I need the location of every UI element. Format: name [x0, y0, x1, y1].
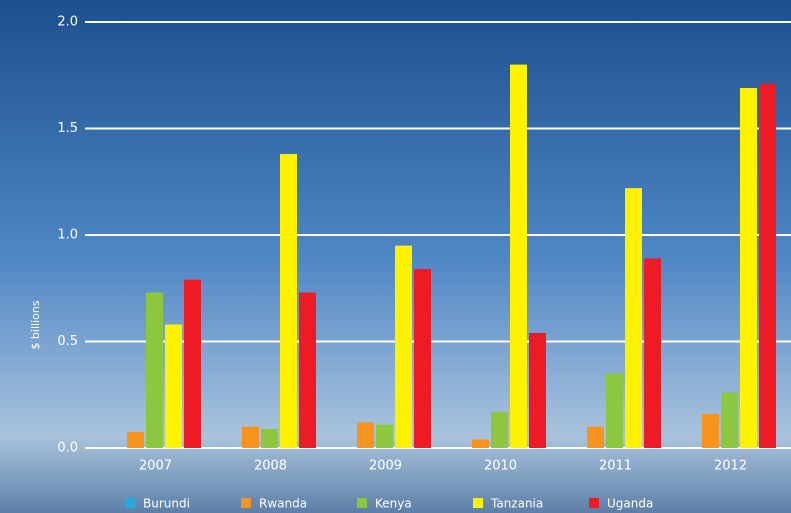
legend-label: Kenya	[375, 497, 412, 511]
bar	[299, 292, 316, 448]
bar	[357, 422, 374, 448]
bar	[491, 411, 508, 448]
bar	[625, 188, 642, 448]
bar	[395, 245, 412, 448]
legend-label: Uganda	[607, 497, 653, 511]
bar	[606, 373, 623, 448]
bar	[242, 426, 259, 448]
bar	[587, 426, 604, 448]
bar	[721, 392, 738, 448]
x-tick-label: 2009	[369, 459, 402, 474]
x-tick-label: 2008	[254, 459, 287, 474]
y-axis-label: $ billions	[29, 300, 42, 349]
x-tick-label: 2007	[139, 459, 172, 474]
bar	[529, 332, 546, 448]
x-tick-label: 2011	[599, 459, 632, 474]
bar	[184, 279, 201, 448]
bar	[740, 88, 757, 448]
bar	[280, 154, 297, 448]
legend-label: Rwanda	[259, 497, 307, 511]
legend-swatch	[241, 498, 251, 508]
legend-swatch	[357, 498, 367, 508]
bar	[702, 413, 719, 448]
y-tick-label: 1.5	[57, 121, 78, 136]
bar	[146, 292, 163, 448]
y-tick-label: 1.0	[57, 228, 78, 243]
bar	[510, 64, 527, 448]
bar	[472, 439, 489, 448]
y-tick-label: 0.0	[57, 441, 78, 456]
bar	[414, 269, 431, 448]
bar	[261, 428, 278, 448]
bar	[759, 83, 776, 449]
legend-swatch	[589, 498, 599, 508]
x-tick-label: 2012	[714, 459, 747, 474]
x-tick-label: 2010	[484, 459, 517, 474]
legend-swatch	[473, 498, 483, 508]
bar	[644, 258, 661, 448]
legend-label: Tanzania	[490, 497, 543, 511]
legend-label: Burundi	[143, 497, 190, 511]
y-tick-label: 2.0	[57, 15, 78, 30]
y-tick-label: 0.5	[57, 334, 78, 349]
bar	[127, 432, 144, 448]
bar	[165, 324, 182, 448]
legend-swatch	[125, 498, 135, 508]
bar	[376, 424, 393, 448]
